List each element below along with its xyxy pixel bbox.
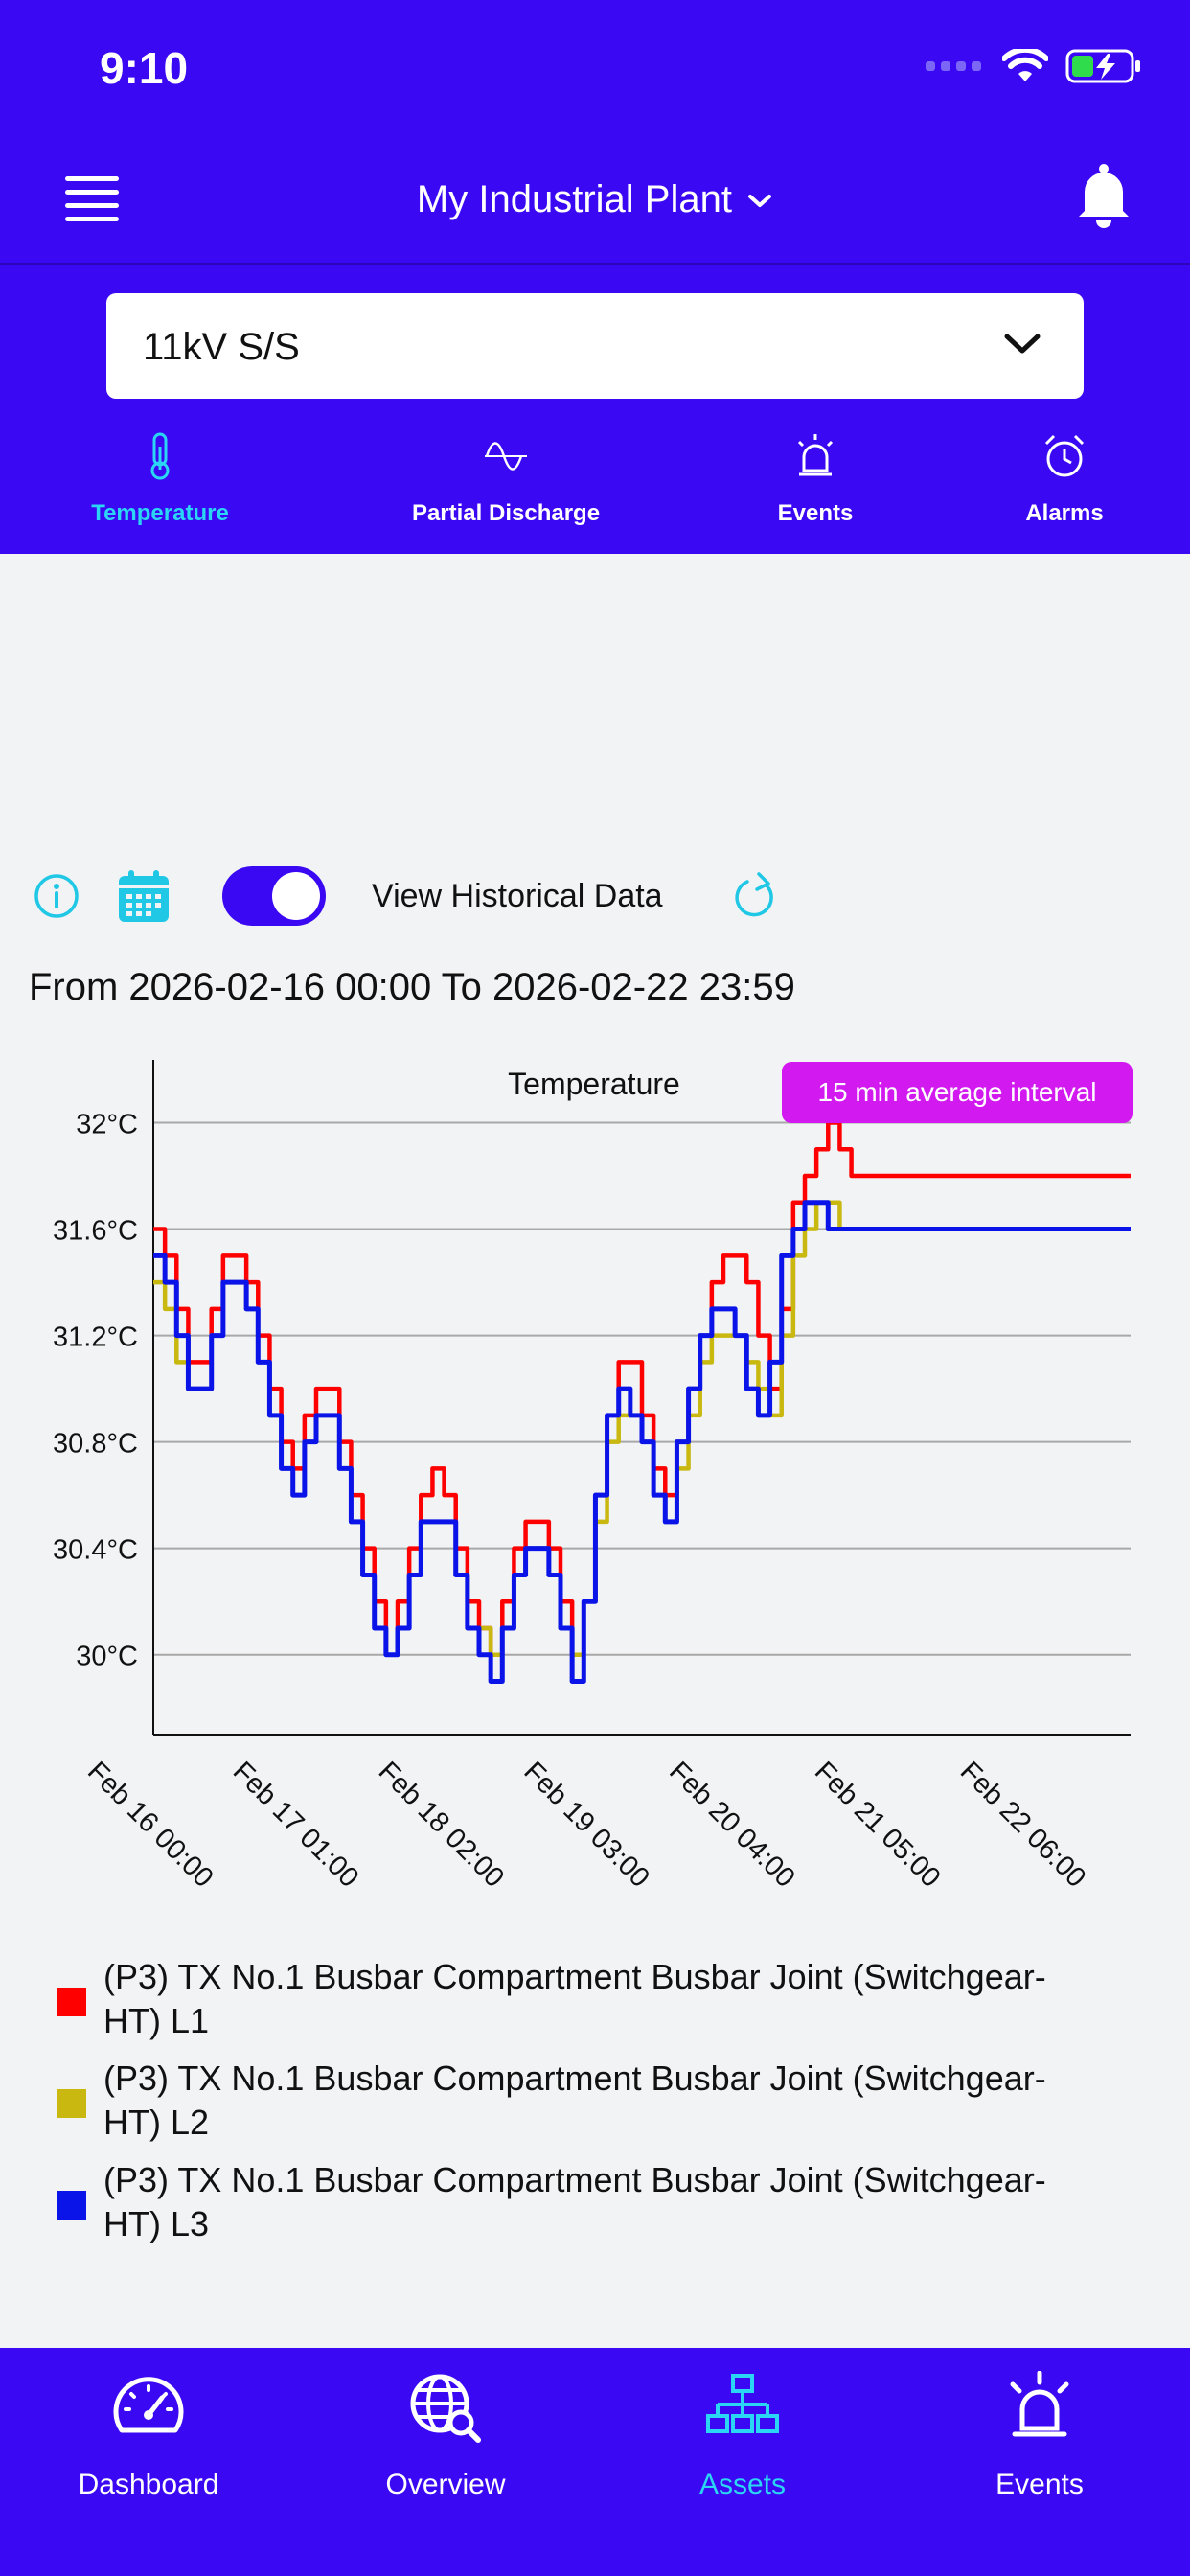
legend-label: (P3) TX No.1 Busbar Compartment Busbar J…: [103, 2058, 1046, 2142]
legend-swatch: [57, 1988, 86, 2016]
series-line-3: [153, 1200, 1131, 1684]
siren-icon: [1010, 2371, 1069, 2437]
x-tick-label: Feb 19 03:00: [517, 1756, 654, 1893]
plant-title: My Industrial Plant: [416, 178, 732, 220]
tab-overview[interactable]: Overview: [297, 2348, 594, 2576]
plant-selector[interactable]: My Industrial Plant: [0, 178, 1190, 221]
status-bar: 9:10: [0, 0, 1190, 134]
menu-button[interactable]: [65, 176, 119, 222]
date-range-text: From 2026-02-16 00:00 To 2026-02-22 23:5…: [29, 966, 795, 1008]
x-tick-label: Feb 21 05:00: [809, 1756, 946, 1893]
wifi-icon: [1002, 49, 1048, 81]
hierarchy-icon: [706, 2374, 779, 2433]
y-tick-label: 31.2°C: [53, 1322, 138, 1353]
tab-partial-discharge[interactable]: Partial Discharge: [381, 427, 630, 527]
tab-dashboard[interactable]: Dashboard: [0, 2348, 297, 2576]
tab-assets[interactable]: Assets: [594, 2348, 891, 2576]
temperature-chart: 32°C 31.6°C 31.2°C 30.8°C 30.4°C 30°C Temperat…: [0, 1054, 1190, 1917]
y-tick-label: 32°C: [76, 1110, 138, 1140]
chevron-down-icon: [1004, 334, 1041, 354]
signal-icon: [926, 61, 981, 71]
thermometer-icon: [150, 432, 170, 480]
legend-swatch: [57, 2191, 86, 2220]
info-icon[interactable]: [33, 872, 80, 920]
wave-icon: [485, 442, 527, 471]
alarm-clock-icon: [1044, 434, 1085, 477]
asset-bar: 11kV S/S Temperature Partial Discharge: [0, 264, 1190, 554]
tab-overview-label: Overview: [385, 2469, 506, 2500]
calendar-icon[interactable]: [117, 868, 171, 924]
chart-controls: View Historical Data: [0, 862, 1190, 930]
temperature-chart-svg: 32°C 31.6°C 31.2°C 30.8°C 30.4°C 30°C Temperat…: [53, 1060, 1131, 1894]
legend-label: (P3) TX No.1 Busbar Compartment Busbar J…: [103, 2160, 1046, 2243]
legend-label: (P3) TX No.1 Busbar Compartment Busbar J…: [103, 1957, 1046, 2040]
app-header: My Industrial Plant: [0, 134, 1190, 264]
status-time: 9:10: [100, 43, 189, 93]
y-tick-label: 31.6°C: [53, 1216, 138, 1247]
legend-swatch: [57, 2089, 86, 2118]
tab-events-bottom[interactable]: Events: [891, 2348, 1188, 2576]
siren-icon: [797, 434, 834, 476]
tab-temperature-label: Temperature: [91, 500, 229, 526]
average-interval-badge: 15 min average interval: [782, 1062, 1133, 1123]
tab-dashboard-label: Dashboard: [78, 2469, 219, 2500]
battery-charging-icon: [1065, 49, 1140, 83]
y-tick-label: 30.4°C: [53, 1535, 138, 1566]
tab-assets-label: Assets: [698, 2469, 787, 2500]
series-line-1: [153, 1120, 1131, 1657]
y-tick-label: 30.8°C: [53, 1429, 138, 1460]
x-tick-label: Feb 18 02:00: [373, 1756, 510, 1893]
bell-icon[interactable]: [1073, 163, 1134, 230]
chart-title: Temperature: [508, 1067, 680, 1101]
chevron-down-icon: [748, 195, 772, 208]
status-icons: [926, 48, 1142, 84]
gauge-icon: [113, 2377, 184, 2433]
tab-events-bottom-label: Events: [995, 2469, 1084, 2500]
x-tick-label: Feb 16 00:00: [81, 1756, 218, 1893]
tab-temperature[interactable]: Temperature: [35, 427, 285, 527]
x-tick-label: Feb 22 06:00: [954, 1756, 1091, 1893]
x-tick-label: Feb 17 01:00: [227, 1756, 364, 1893]
tab-events[interactable]: Events: [691, 427, 940, 527]
historical-data-label: View Historical Data: [372, 878, 663, 914]
tab-alarms-label: Alarms: [1025, 500, 1104, 526]
globe-search-icon: [410, 2374, 481, 2443]
refresh-icon[interactable]: [730, 870, 778, 922]
asset-dropdown-value: 11kV S/S: [143, 326, 300, 368]
bottom-tab-bar: Dashboard Overview: [0, 2348, 1190, 2576]
historical-data-toggle[interactable]: [222, 866, 326, 926]
x-tick-label: Feb 20 04:00: [663, 1756, 800, 1893]
asset-dropdown[interactable]: 11kV S/S: [106, 293, 1084, 399]
tab-events-label: Events: [777, 500, 854, 526]
y-tick-label: 30°C: [76, 1642, 138, 1672]
tab-partial-discharge-label: Partial Discharge: [411, 500, 601, 526]
tab-alarms[interactable]: Alarms: [940, 427, 1189, 527]
